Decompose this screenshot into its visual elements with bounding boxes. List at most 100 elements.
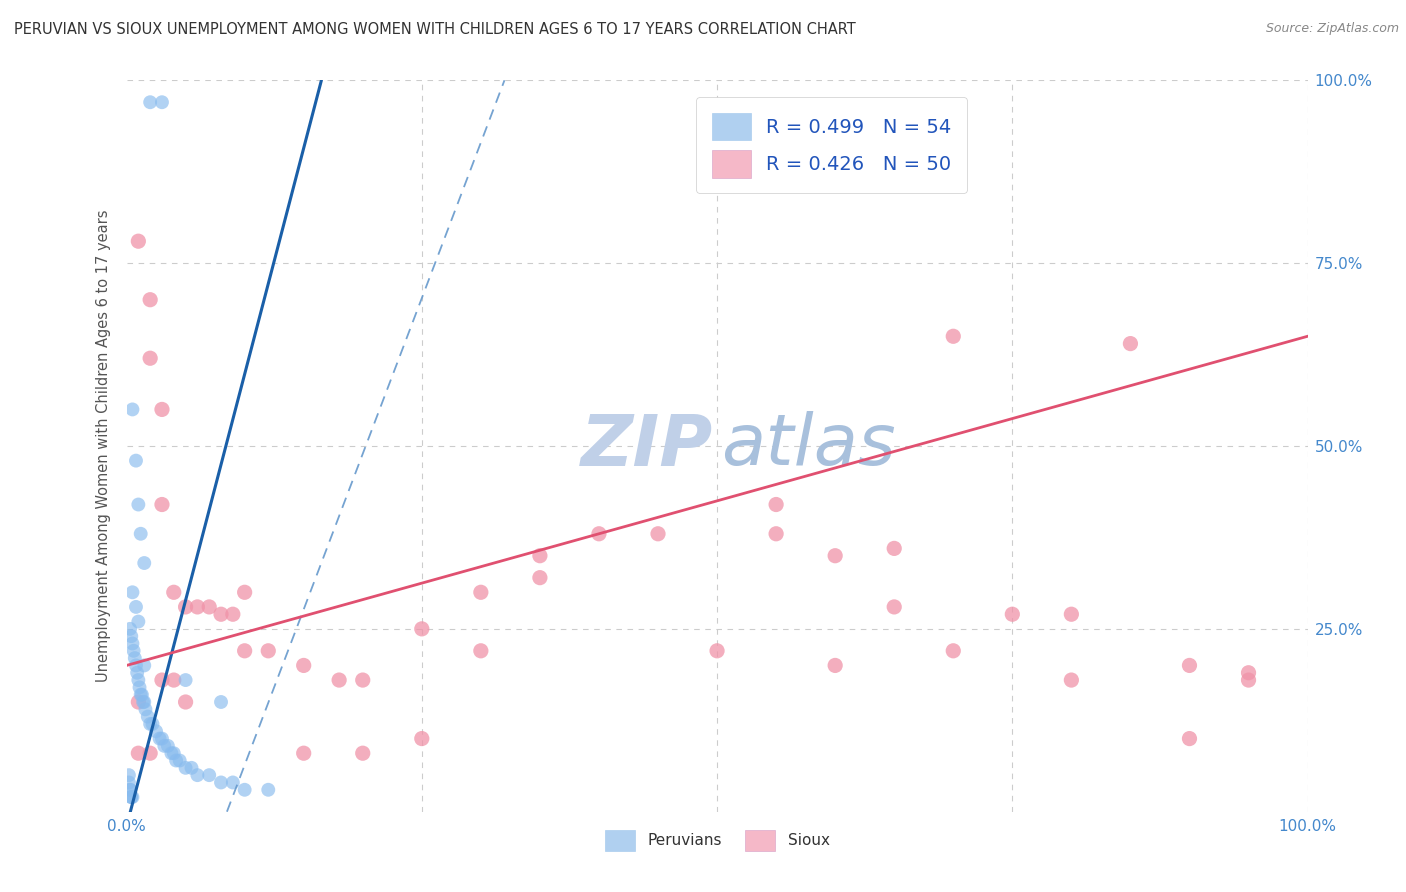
Point xyxy=(150,731,173,746)
Point xyxy=(163,746,186,760)
Point xyxy=(352,746,374,760)
Legend: Peruvians, Sioux: Peruvians, Sioux xyxy=(598,822,837,859)
Point xyxy=(150,498,173,512)
Point xyxy=(145,724,167,739)
Point xyxy=(120,629,142,643)
Point xyxy=(150,95,173,110)
Point xyxy=(1237,665,1260,680)
Point xyxy=(139,293,162,307)
Y-axis label: Unemployment Among Women with Children Ages 6 to 17 years: Unemployment Among Women with Children A… xyxy=(96,210,111,682)
Point xyxy=(163,673,186,687)
Text: Source: ZipAtlas.com: Source: ZipAtlas.com xyxy=(1265,22,1399,36)
Point xyxy=(118,768,141,782)
Point xyxy=(824,658,846,673)
Point xyxy=(292,746,315,760)
Point xyxy=(209,695,232,709)
Point xyxy=(150,673,173,687)
Point xyxy=(529,571,551,585)
Point xyxy=(118,775,141,789)
Point xyxy=(233,782,256,797)
Point xyxy=(292,658,315,673)
Point xyxy=(470,644,492,658)
Point xyxy=(120,790,142,805)
Text: ZIP: ZIP xyxy=(581,411,713,481)
Point xyxy=(128,681,150,695)
Point xyxy=(411,622,433,636)
Point xyxy=(186,599,208,614)
Point xyxy=(139,746,162,760)
Point xyxy=(153,739,176,753)
Point xyxy=(588,526,610,541)
Point xyxy=(163,585,186,599)
Point xyxy=(1178,731,1201,746)
Point xyxy=(156,739,179,753)
Point xyxy=(174,695,197,709)
Point xyxy=(136,709,159,723)
Point xyxy=(120,790,142,805)
Point xyxy=(765,526,787,541)
Point xyxy=(127,234,149,248)
Text: PERUVIAN VS SIOUX UNEMPLOYMENT AMONG WOMEN WITH CHILDREN AGES 6 TO 17 YEARS CORR: PERUVIAN VS SIOUX UNEMPLOYMENT AMONG WOM… xyxy=(14,22,856,37)
Point xyxy=(120,782,142,797)
Point xyxy=(127,498,149,512)
Point xyxy=(174,761,197,775)
Point xyxy=(127,665,149,680)
Point xyxy=(647,526,669,541)
Point xyxy=(529,549,551,563)
Point xyxy=(125,453,148,467)
Point xyxy=(883,541,905,556)
Point xyxy=(942,329,965,343)
Point xyxy=(120,782,142,797)
Point xyxy=(139,95,162,110)
Point xyxy=(198,768,221,782)
Point xyxy=(132,695,155,709)
Point xyxy=(149,731,172,746)
Point xyxy=(1060,673,1083,687)
Point xyxy=(134,695,156,709)
Point xyxy=(233,585,256,599)
Point xyxy=(824,549,846,563)
Point xyxy=(222,607,245,622)
Point xyxy=(470,585,492,599)
Point xyxy=(352,673,374,687)
Point xyxy=(186,768,208,782)
Point xyxy=(174,673,197,687)
Point xyxy=(165,754,187,768)
Point xyxy=(1178,658,1201,673)
Point xyxy=(134,658,156,673)
Point xyxy=(121,790,143,805)
Point xyxy=(706,644,728,658)
Point xyxy=(222,775,245,789)
Point xyxy=(122,644,145,658)
Point xyxy=(1001,607,1024,622)
Point xyxy=(1237,673,1260,687)
Point xyxy=(127,615,149,629)
Point xyxy=(121,402,143,417)
Point xyxy=(129,688,152,702)
Point xyxy=(131,688,153,702)
Point xyxy=(883,599,905,614)
Point xyxy=(257,644,280,658)
Point xyxy=(125,599,148,614)
Point xyxy=(141,717,163,731)
Point xyxy=(411,731,433,746)
Point xyxy=(942,644,965,658)
Point xyxy=(127,695,149,709)
Point xyxy=(209,775,232,789)
Point xyxy=(139,351,162,366)
Text: atlas: atlas xyxy=(721,411,896,481)
Point xyxy=(134,556,156,570)
Point xyxy=(160,746,183,760)
Point xyxy=(139,717,162,731)
Point xyxy=(174,599,197,614)
Point xyxy=(127,746,149,760)
Point xyxy=(1060,607,1083,622)
Point xyxy=(765,498,787,512)
Point xyxy=(257,782,280,797)
Point xyxy=(1119,336,1142,351)
Point xyxy=(209,607,232,622)
Point xyxy=(129,526,152,541)
Point xyxy=(121,636,143,650)
Point xyxy=(150,402,173,417)
Point xyxy=(169,754,191,768)
